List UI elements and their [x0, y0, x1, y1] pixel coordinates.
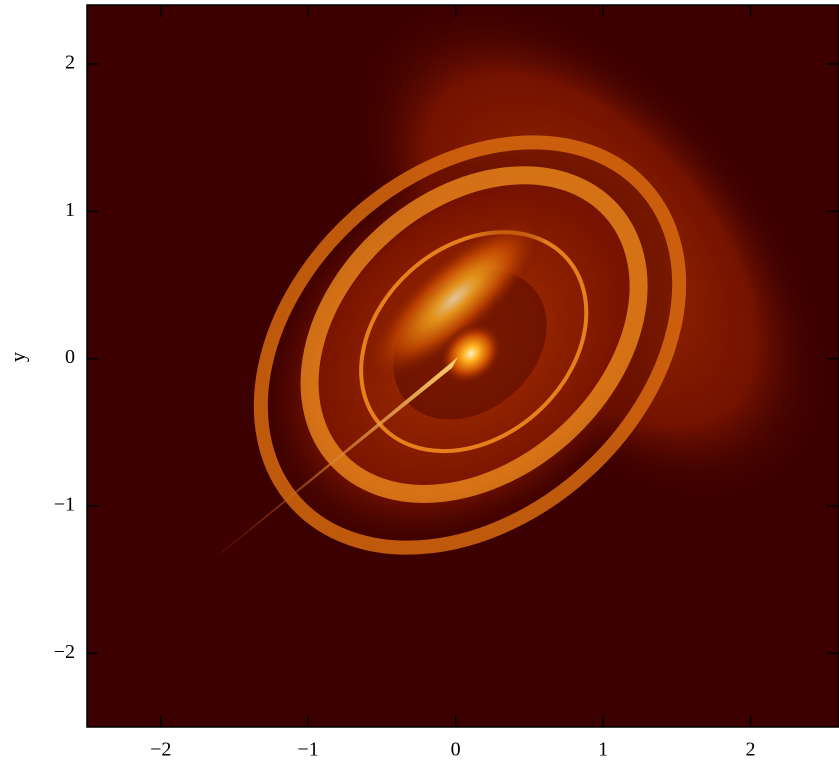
x-tick-label: 0: [451, 739, 461, 761]
image: [87, 0, 839, 727]
x-tick-label: 2: [746, 739, 756, 761]
x-tick-label: 1: [598, 739, 608, 761]
chart: y −2 −1 0 1 2 −2 −1 0 1 2: [0, 0, 839, 771]
y-tick-label: −1: [54, 494, 75, 516]
y-axis-label: y: [8, 352, 30, 362]
y-tick-label: 0: [65, 346, 75, 368]
x-tick-label: −2: [150, 739, 171, 761]
x-tick-label: −1: [298, 739, 319, 761]
y-tick-label: 1: [65, 199, 75, 221]
y-tick-label: −2: [54, 641, 75, 663]
y-tick-label: 2: [65, 52, 75, 74]
